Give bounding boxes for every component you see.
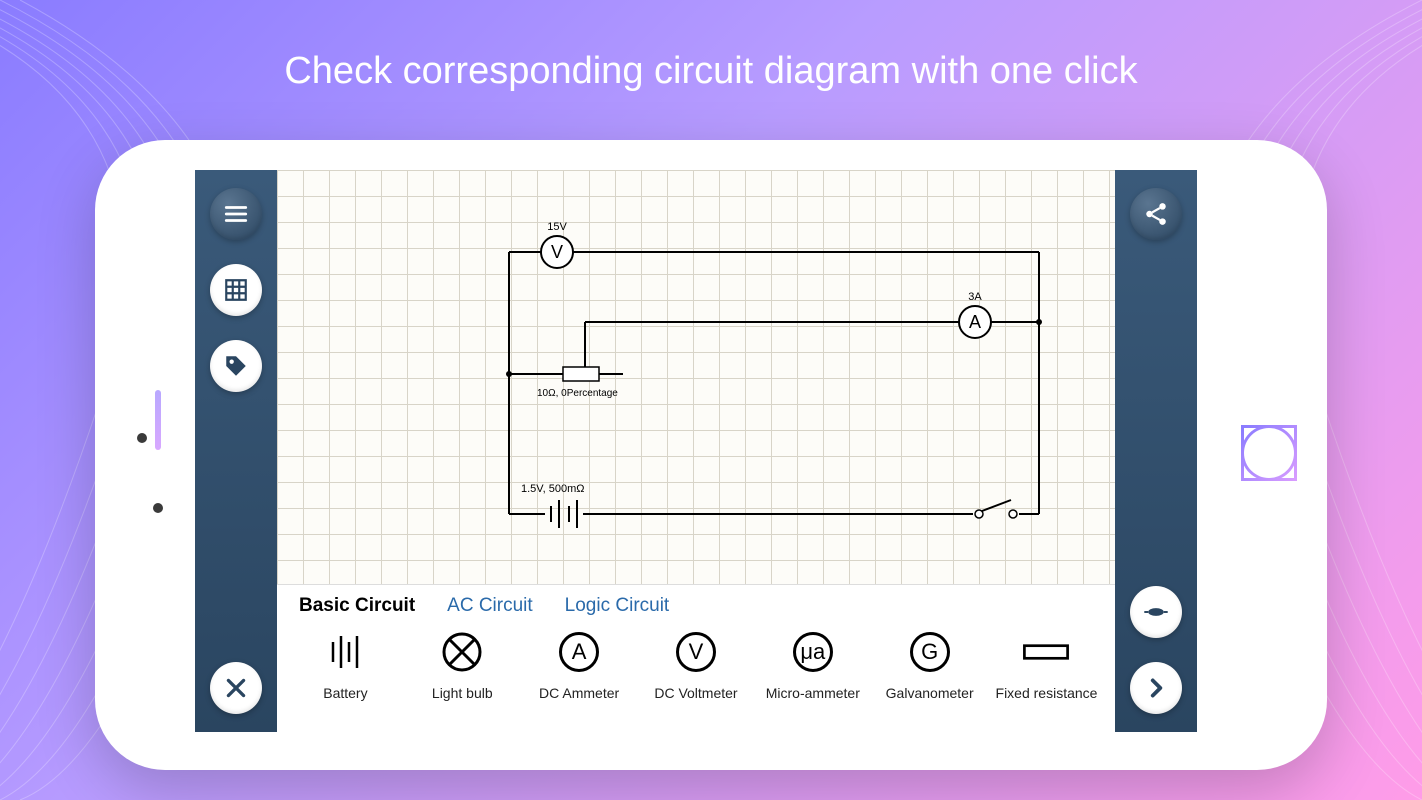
component-label: DC Ammeter	[539, 685, 619, 701]
component-label: Galvanometer	[886, 685, 974, 701]
next-button[interactable]	[1130, 662, 1182, 714]
tablet-frame: 1.5V, 500mΩ 10Ω, 0Percentage V 15V A 3A Basic…	[95, 140, 1327, 770]
device-speaker	[155, 390, 161, 450]
fixed-resistance-icon	[1019, 625, 1073, 679]
grid-button[interactable]	[210, 264, 262, 316]
svg-text:1.5V, 500mΩ: 1.5V, 500mΩ	[521, 483, 584, 495]
page-heading: Check corresponding circuit diagram with…	[0, 50, 1422, 93]
tag-button[interactable]	[210, 340, 262, 392]
micro-ammeter-icon: μa	[786, 625, 840, 679]
component-label: DC Voltmeter	[654, 685, 737, 701]
tag-icon	[223, 353, 249, 379]
close-button[interactable]	[210, 662, 262, 714]
chevron-right-icon	[1143, 675, 1169, 701]
right-toolbar	[1115, 170, 1197, 732]
share-button[interactable]	[1130, 188, 1182, 240]
dc-voltmeter-icon: V	[669, 625, 723, 679]
svg-text:3A: 3A	[968, 291, 982, 303]
component-galvanometer[interactable]: G Galvanometer	[875, 625, 985, 701]
grid-icon	[223, 277, 249, 303]
svg-text:V: V	[551, 242, 563, 262]
tab-logic-circuit[interactable]: Logic Circuit	[565, 595, 670, 617]
svg-text:15V: 15V	[547, 221, 567, 233]
battery-icon	[318, 625, 372, 679]
galvanometer-icon: G	[903, 625, 957, 679]
component-list: Battery Light bulb A DC Ammeter V DC Voltmete…	[277, 617, 1115, 701]
component-light-bulb[interactable]: Light bulb	[407, 625, 517, 701]
dc-ammeter-icon: A	[552, 625, 606, 679]
tab-basic-circuit[interactable]: Basic Circuit	[299, 595, 415, 617]
resistor-tool-icon	[1143, 599, 1169, 625]
menu-button[interactable]	[210, 188, 262, 240]
share-icon	[1143, 201, 1169, 227]
svg-text:10Ω, 0Percentage: 10Ω, 0Percentage	[537, 388, 618, 399]
category-tabs: Basic Circuit AC Circuit Logic Circuit	[277, 585, 1115, 617]
component-panel: Basic Circuit AC Circuit Logic Circuit Bat…	[277, 584, 1115, 732]
component-tool-button[interactable]	[1130, 586, 1182, 638]
component-dc-voltmeter[interactable]: V DC Voltmeter	[641, 625, 751, 701]
component-label: Fixed resistance	[996, 685, 1098, 701]
svg-text:A: A	[969, 312, 981, 332]
left-toolbar	[195, 170, 277, 732]
circuit-diagram: 1.5V, 500mΩ 10Ω, 0Percentage V 15V A 3A	[277, 170, 1115, 584]
close-icon	[223, 675, 249, 701]
light-bulb-icon	[435, 625, 489, 679]
device-sensor-dot	[153, 503, 163, 513]
component-label: Micro-ammeter	[766, 685, 860, 701]
menu-icon	[223, 201, 249, 227]
component-dc-ammeter[interactable]: A DC Ammeter	[524, 625, 634, 701]
component-micro-ammeter[interactable]: μa Micro-ammeter	[758, 625, 868, 701]
component-battery[interactable]: Battery	[290, 625, 400, 701]
tab-ac-circuit[interactable]: AC Circuit	[447, 595, 533, 617]
component-fixed-resistance[interactable]: Fixed resistance	[991, 625, 1101, 701]
app-screen: 1.5V, 500mΩ 10Ω, 0Percentage V 15V A 3A Basic…	[195, 170, 1197, 732]
circuit-canvas[interactable]: 1.5V, 500mΩ 10Ω, 0Percentage V 15V A 3A	[277, 170, 1115, 584]
component-label: Light bulb	[432, 685, 493, 701]
home-button[interactable]	[1241, 425, 1297, 481]
device-camera-dot	[137, 433, 147, 443]
component-label: Battery	[323, 685, 367, 701]
